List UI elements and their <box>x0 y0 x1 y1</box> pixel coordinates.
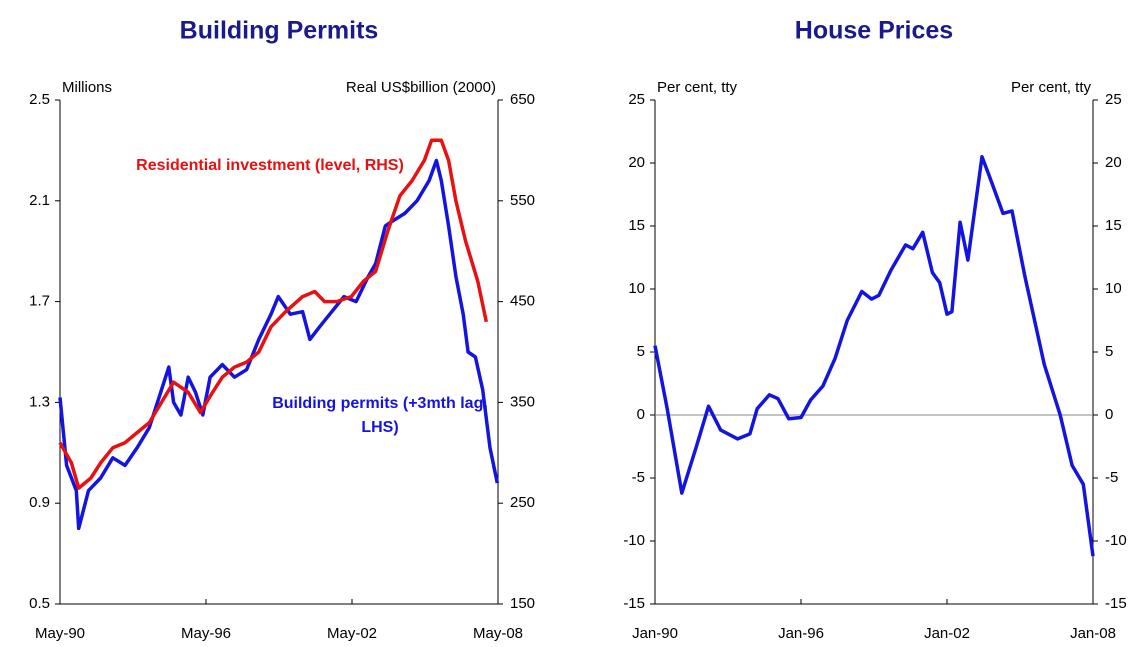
y-tick-label: -10 <box>623 532 645 549</box>
y2-tick-label: -5 <box>1105 469 1118 486</box>
x-tick-label: Jan-90 <box>632 625 678 642</box>
y-tick-label: 0.5 <box>29 595 50 612</box>
series-label: Residential investment (level, RHS) <box>136 157 404 174</box>
y-tick-label: 15 <box>628 217 645 234</box>
x-tick-label: May-96 <box>181 625 231 642</box>
y-tick-label: 1.3 <box>29 393 50 410</box>
y2-tick-label: 350 <box>510 393 535 410</box>
x-tick-label: Jan-96 <box>778 625 824 642</box>
y-tick-label: 2.1 <box>29 192 50 209</box>
y2-axis-label: Per cent, tty <box>1011 79 1092 96</box>
y2-axis-label: Real US$billion (2000) <box>346 79 496 96</box>
y2-tick-label: 5 <box>1105 343 1113 360</box>
y-tick-label: 20 <box>628 154 645 171</box>
y-tick-label: 1.7 <box>29 293 50 310</box>
y2-tick-label: -10 <box>1105 532 1127 549</box>
y-tick-label: 0 <box>637 406 645 423</box>
y2-tick-label: -15 <box>1105 595 1127 612</box>
y2-tick-label: 250 <box>510 494 535 511</box>
y-tick-label: 0.9 <box>29 494 50 511</box>
y-tick-label: 25 <box>628 91 645 108</box>
y-tick-label: -5 <box>632 469 645 486</box>
y2-tick-label: 10 <box>1105 280 1122 297</box>
y-tick-label: -15 <box>623 595 645 612</box>
chart-title: House Prices <box>795 17 953 45</box>
x-tick-label: May-08 <box>473 625 523 642</box>
series-line <box>58 158 500 531</box>
y-tick-label: 5 <box>637 343 645 360</box>
x-tick-label: Jan-02 <box>924 625 970 642</box>
series-line <box>653 154 1095 557</box>
x-tick-label: May-90 <box>35 625 85 642</box>
y-axis-label: Millions <box>62 79 112 96</box>
y2-tick-label: 450 <box>510 293 535 310</box>
y2-tick-label: 650 <box>510 91 535 108</box>
y-tick-label: 10 <box>628 280 645 297</box>
y2-tick-label: 25 <box>1105 91 1122 108</box>
y-axis-label: Per cent, tty <box>657 79 738 96</box>
y2-tick-label: 0 <box>1105 406 1113 423</box>
series-label: Building permits (+3mth lag, LHS) <box>272 395 488 436</box>
y-tick-label: 2.5 <box>29 91 50 108</box>
x-tick-label: Jan-08 <box>1070 625 1116 642</box>
y2-tick-label: 15 <box>1105 217 1122 234</box>
chart-title: Building Permits <box>180 17 379 45</box>
y2-tick-label: 550 <box>510 192 535 209</box>
y2-tick-label: 20 <box>1105 154 1122 171</box>
y2-tick-label: 150 <box>510 595 535 612</box>
x-tick-label: May-02 <box>327 625 377 642</box>
series-line <box>58 138 489 490</box>
